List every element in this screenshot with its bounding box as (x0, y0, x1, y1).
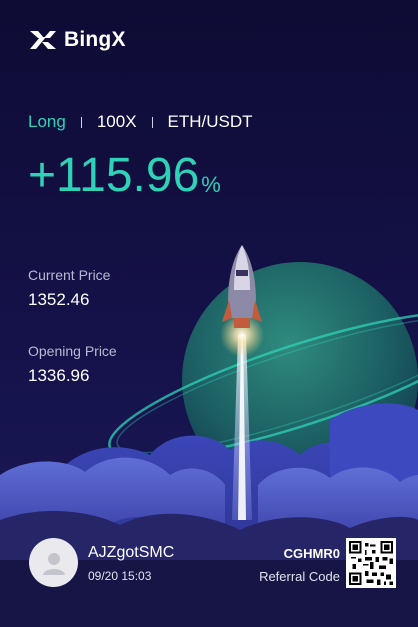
share-footer: AJZgotSMC 09/20 15:03 CGHMR0 Referral Co… (0, 526, 418, 627)
opening-price-value: 1336.96 (28, 366, 89, 386)
brand-logo: BingX (28, 28, 126, 52)
pnl-value: +115.96 (28, 148, 199, 204)
current-price-label: Current Price (28, 267, 110, 283)
qr-code-icon (349, 541, 393, 585)
divider (152, 117, 153, 128)
trade-summary: Long 100X ETH/USDT (28, 112, 253, 132)
referral-label: Referral Code (259, 569, 340, 584)
divider (81, 117, 82, 128)
brand-name: BingX (64, 28, 126, 52)
qr-code[interactable] (346, 538, 396, 588)
username: AJZgotSMC (88, 544, 174, 562)
bingx-logo-icon (28, 29, 58, 51)
pnl-unit: % (201, 174, 221, 196)
avatar (29, 538, 78, 587)
current-price-value: 1352.46 (28, 290, 89, 310)
pnl-percentage: +115.96 % (28, 148, 221, 204)
referral-code: CGHMR0 (284, 546, 340, 561)
opening-price-label: Opening Price (28, 343, 117, 359)
position-side: Long (28, 112, 66, 132)
leverage: 100X (97, 112, 137, 132)
timestamp: 09/20 15:03 (88, 569, 151, 583)
trading-pair: ETH/USDT (168, 112, 253, 132)
user-icon (39, 548, 69, 578)
